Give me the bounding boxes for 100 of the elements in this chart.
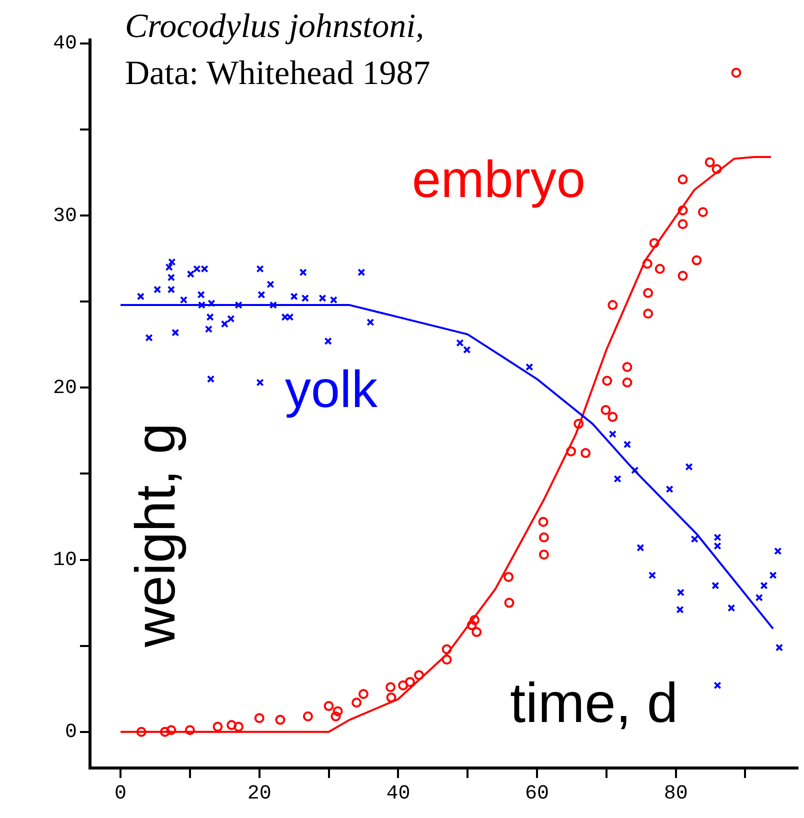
point <box>676 588 685 596</box>
point <box>404 676 415 687</box>
point <box>184 725 195 736</box>
point <box>775 644 784 652</box>
x-tick-label: 40 <box>386 782 410 806</box>
point <box>666 485 674 494</box>
point <box>256 265 264 273</box>
point <box>358 268 366 276</box>
point <box>472 627 482 638</box>
point <box>690 535 698 543</box>
x-axis-title: time, d <box>510 670 678 735</box>
point <box>774 547 782 555</box>
point <box>324 337 332 346</box>
point <box>608 412 618 422</box>
point <box>136 726 146 737</box>
x-tick-label: 0 <box>114 782 127 806</box>
point <box>398 680 408 690</box>
point <box>678 174 688 184</box>
point <box>358 688 368 699</box>
point <box>442 654 452 665</box>
point <box>414 670 424 680</box>
point <box>324 701 334 712</box>
point <box>608 300 618 310</box>
point <box>330 711 341 722</box>
point <box>470 614 480 625</box>
point <box>275 714 286 725</box>
point <box>386 692 396 702</box>
y-tick-label: 20 <box>52 376 77 400</box>
point <box>212 722 223 732</box>
point <box>318 294 326 302</box>
point <box>642 258 652 269</box>
point <box>302 711 313 722</box>
chart-title: Crocodylus johnstoni, <box>125 8 424 46</box>
point <box>186 270 194 278</box>
y-tick-label: 40 <box>52 32 77 56</box>
point <box>692 255 702 266</box>
point <box>220 320 228 328</box>
point <box>678 205 688 216</box>
point <box>299 268 307 276</box>
point <box>136 292 144 300</box>
point <box>769 571 777 580</box>
point <box>678 270 688 281</box>
point <box>678 219 688 230</box>
point <box>167 274 176 282</box>
point <box>648 571 656 580</box>
point <box>466 620 477 630</box>
point <box>200 265 208 273</box>
point <box>676 606 684 614</box>
point <box>254 713 264 724</box>
point <box>760 582 768 590</box>
point <box>198 301 206 309</box>
point <box>463 346 471 354</box>
point <box>167 286 176 294</box>
point <box>366 318 374 326</box>
point <box>290 292 298 300</box>
point <box>204 325 213 333</box>
point <box>206 375 215 383</box>
x-tick-label: 60 <box>525 782 550 806</box>
point <box>623 440 632 448</box>
point <box>654 264 665 274</box>
point <box>172 328 180 336</box>
chart-subtitle: Data: Whitehead 1987 <box>125 55 430 93</box>
point <box>538 516 548 527</box>
point <box>234 722 244 732</box>
point <box>574 418 584 429</box>
series-label: yolk <box>285 360 378 420</box>
x-tick-label: 20 <box>247 782 272 806</box>
point <box>504 598 514 608</box>
point <box>622 362 632 372</box>
point <box>608 430 616 438</box>
point <box>442 644 452 654</box>
point <box>631 466 639 474</box>
point <box>704 157 715 168</box>
y-tick-label: 30 <box>52 204 77 228</box>
point <box>266 280 274 288</box>
point <box>154 286 162 294</box>
point <box>580 448 591 458</box>
point <box>731 68 742 78</box>
point <box>600 405 611 416</box>
series-label: embryo <box>412 150 586 210</box>
point <box>234 301 242 309</box>
point <box>685 462 693 471</box>
point <box>714 682 722 690</box>
point <box>643 288 654 298</box>
point <box>712 164 722 174</box>
point <box>166 725 176 736</box>
point <box>386 682 396 692</box>
point <box>330 296 338 304</box>
point <box>226 720 237 730</box>
point <box>643 308 654 319</box>
y-tick-label: 0 <box>64 721 77 744</box>
point <box>208 299 216 308</box>
point <box>504 572 514 582</box>
point <box>538 532 549 542</box>
point <box>456 339 464 347</box>
point <box>160 726 170 737</box>
point <box>301 294 310 302</box>
point <box>145 334 153 342</box>
point <box>206 313 214 321</box>
point <box>180 296 188 304</box>
